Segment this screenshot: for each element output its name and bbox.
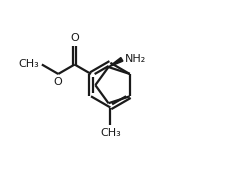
Polygon shape bbox=[108, 57, 123, 67]
Text: CH₃: CH₃ bbox=[100, 128, 121, 138]
Text: O: O bbox=[70, 33, 79, 43]
Text: CH₃: CH₃ bbox=[18, 59, 39, 69]
Text: NH₂: NH₂ bbox=[125, 54, 146, 64]
Text: O: O bbox=[53, 77, 62, 87]
